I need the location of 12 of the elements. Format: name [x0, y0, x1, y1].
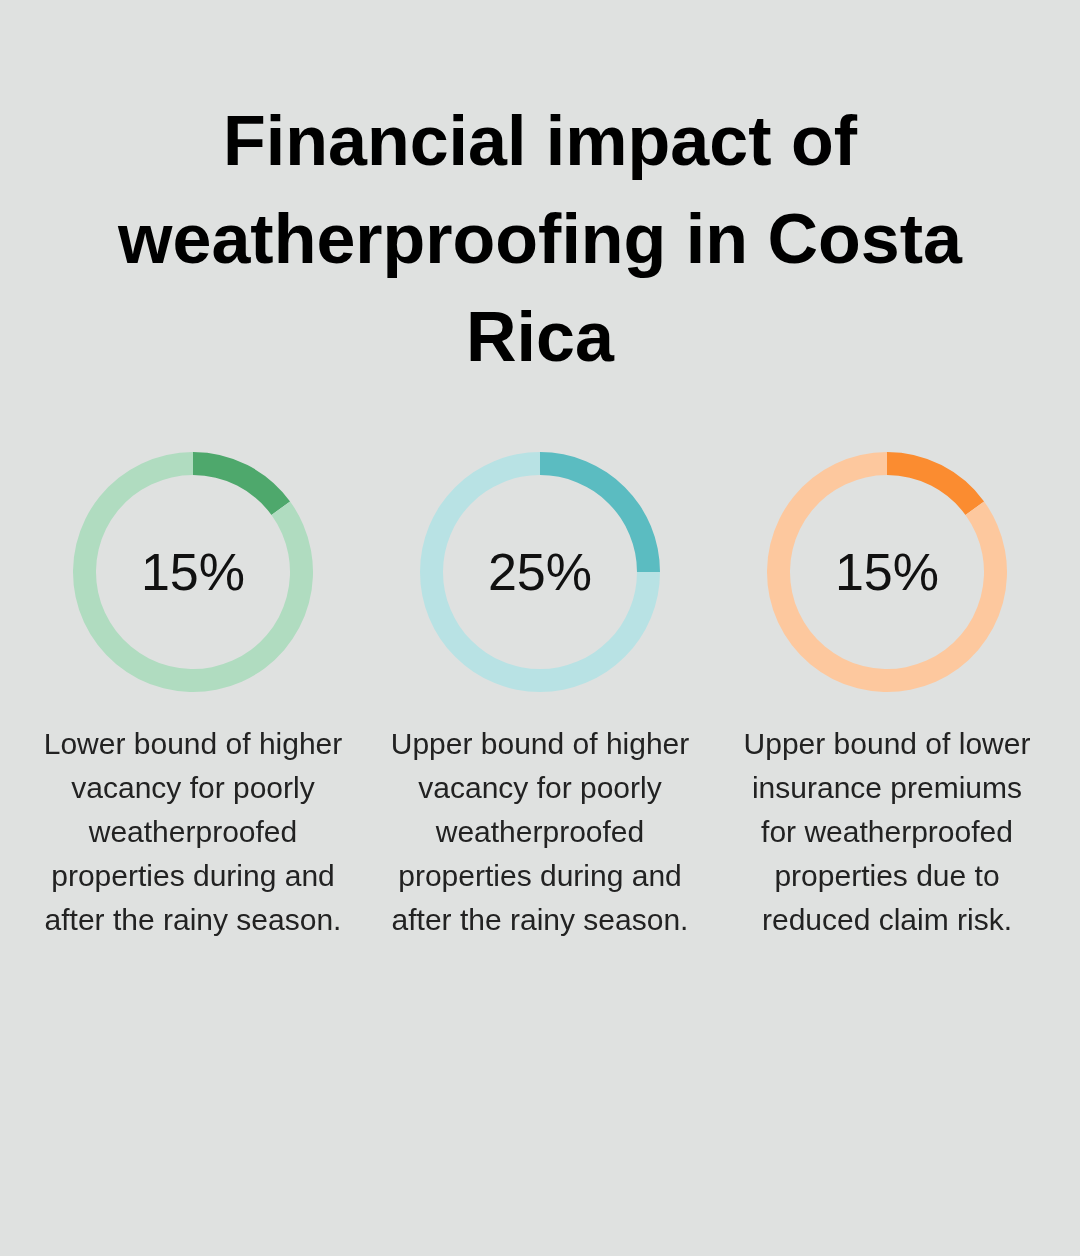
donut-slice [887, 452, 985, 515]
donut-slice [420, 452, 660, 692]
data-label: 25% [486, 542, 594, 602]
text: Lower bound of higher vacancy for poorly weatherproofed properties during and after the rainy season. [43, 726, 343, 938]
text: Upper bound of lower insurance premiums for weatherproofed properties due to reduced claim risk. [742, 726, 1032, 938]
data-label: 15% [833, 542, 941, 602]
data-label: 15% [139, 542, 247, 602]
text: Upper bound of higher vacancy for poorly weatherproofed properties during and after the rainy season. [390, 726, 690, 938]
donut-slice [767, 452, 1007, 692]
donut-slice [73, 452, 313, 692]
text: Financial impact of weatherproofing in Costa Rica [117, 101, 964, 378]
donut-slice [193, 452, 291, 515]
